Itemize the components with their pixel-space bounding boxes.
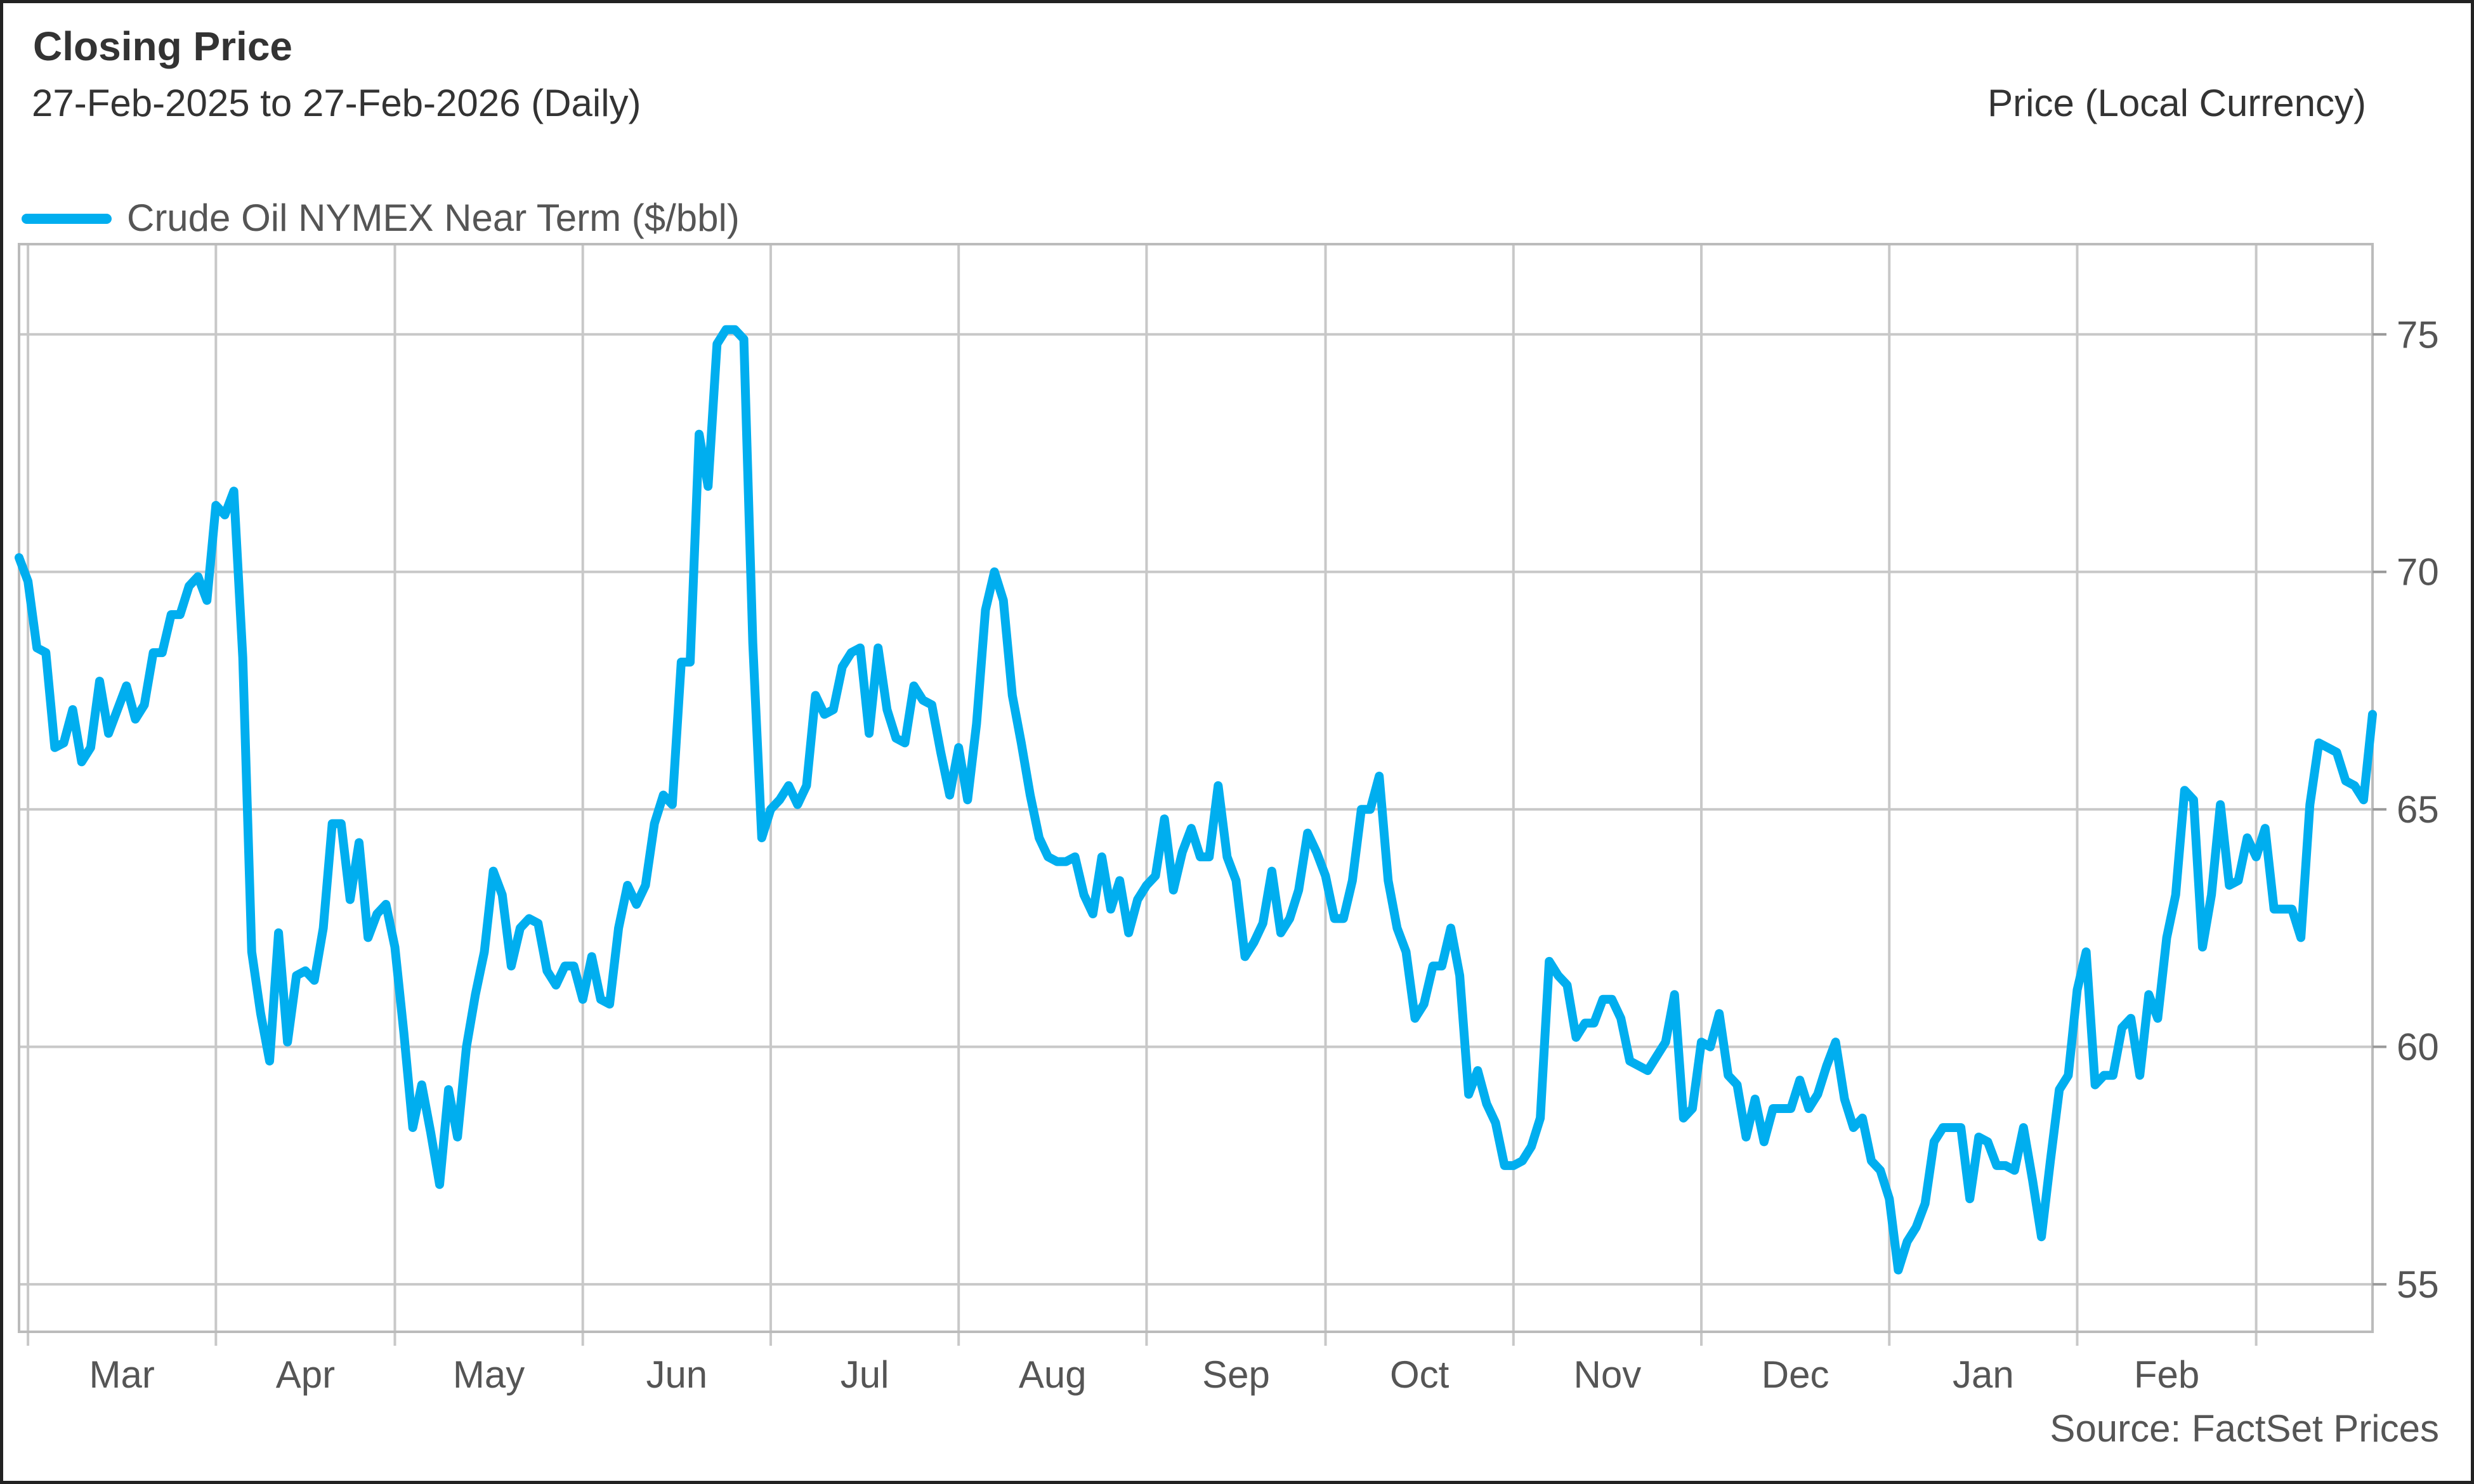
units-label: Price (Local Currency)	[1987, 82, 2366, 124]
y-tick-label: 75	[2397, 313, 2439, 356]
x-tick-label: Jul	[841, 1353, 889, 1396]
x-tick-label: May	[453, 1353, 525, 1396]
y-axis: 55 60 65 70 75	[2373, 313, 2439, 1306]
chart-subtitle: 27-Feb-2025 to 27-Feb-2026 (Daily)	[32, 82, 641, 124]
y-tick-label: 55	[2397, 1263, 2439, 1306]
y-tick-label: 60	[2397, 1026, 2439, 1069]
y-tick-label: 70	[2397, 551, 2439, 594]
legend-label: Crude Oil NYMEX Near Term ($/bbl)	[127, 197, 740, 239]
x-tick-label: Mar	[89, 1353, 155, 1396]
x-tick-label: Jan	[1953, 1353, 2014, 1396]
x-tick-label: Feb	[2134, 1353, 2199, 1396]
x-tick-label: Dec	[1762, 1353, 1829, 1396]
x-tick-label: Nov	[1574, 1353, 1642, 1396]
y-tick-label: 65	[2397, 788, 2439, 831]
x-tick-label: Oct	[1390, 1353, 1450, 1396]
chart-title: Closing Price	[33, 23, 292, 69]
series-layer	[15, 325, 2377, 1275]
x-axis: Mar Apr May Jun Jul Aug Sep Oct Nov Dec Jan Feb	[89, 1353, 2200, 1396]
plot-area-border	[18, 243, 2374, 1333]
grid-layer	[19, 244, 2373, 1346]
x-tick-label: Apr	[276, 1353, 335, 1396]
source-label: Source: FactSet Prices	[2050, 1407, 2439, 1450]
legend: Crude Oil NYMEX Near Term ($/bbl)	[22, 197, 740, 239]
x-tick-label: Aug	[1019, 1353, 1087, 1396]
x-tick-label: Sep	[1202, 1353, 1270, 1396]
series-line	[15, 325, 2377, 1275]
x-tick-label: Jun	[646, 1353, 707, 1396]
